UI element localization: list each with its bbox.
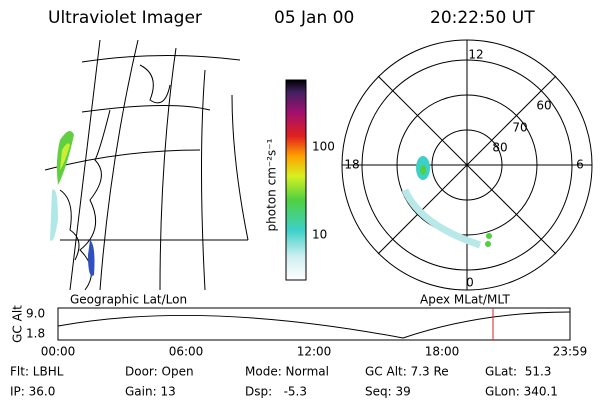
- info-field: Door: Open: [125, 365, 194, 379]
- lat-label: 60: [536, 99, 551, 113]
- time: 20:22:50 UT: [430, 8, 535, 28]
- time-ticks: 00:00 06:00 12:00 18:00 23:59: [41, 345, 588, 359]
- info-field: Dsp: -5.3: [245, 385, 307, 399]
- altitude-tick-label: 1.8: [26, 327, 45, 341]
- time-tick-label: 06:00: [169, 345, 204, 359]
- title: Ultraviolet Imager: [48, 8, 202, 28]
- date: 05 Jan 00: [274, 8, 354, 28]
- geographic-map: [44, 39, 249, 291]
- info-field: IP: 36.0: [10, 385, 55, 399]
- colorbar-tick-label: 100: [312, 140, 335, 154]
- time-tick-label: 12:00: [297, 345, 332, 359]
- altitude-axis-label: GC Alt: [11, 305, 25, 343]
- info-field: Flt: LBHL: [10, 365, 64, 379]
- mlt-label: 18: [344, 158, 359, 172]
- info-field: GLon: 340.1: [485, 385, 558, 399]
- colorbar-label: photon cm⁻²s⁻¹: [265, 138, 279, 231]
- time-tick-label: 18:00: [425, 345, 460, 359]
- time-tick-label: 23:59: [553, 345, 588, 359]
- mlt-label: 6: [576, 158, 584, 172]
- colorbar-tick-label: 10: [312, 228, 327, 242]
- colorbar: [285, 79, 307, 281]
- info-field: GLat: 51.3: [485, 365, 551, 379]
- info-panel: Flt: LBHL Door: Open Mode: Normal GC Alt: 7…: [10, 365, 558, 399]
- time-tick-label: 00:00: [41, 345, 76, 359]
- polar-plot: [341, 39, 593, 291]
- info-field: GC Alt: 7.3 Re: [365, 365, 449, 379]
- map-caption: Geographic Lat/Lon: [70, 293, 187, 307]
- info-field: Gain: 13: [125, 385, 176, 399]
- altitude-strip: [57, 307, 571, 341]
- info-field: Mode: Normal: [245, 365, 329, 379]
- lat-label: 70: [512, 121, 527, 135]
- info-field: Seq: 39: [365, 385, 411, 399]
- lat-label: 80: [492, 141, 507, 155]
- mlt-label: 12: [468, 48, 483, 62]
- mlt-label: 0: [466, 276, 474, 290]
- altitude-tick-label: 9.0: [26, 307, 45, 321]
- polar-caption: Apex MLat/MLT: [420, 293, 510, 307]
